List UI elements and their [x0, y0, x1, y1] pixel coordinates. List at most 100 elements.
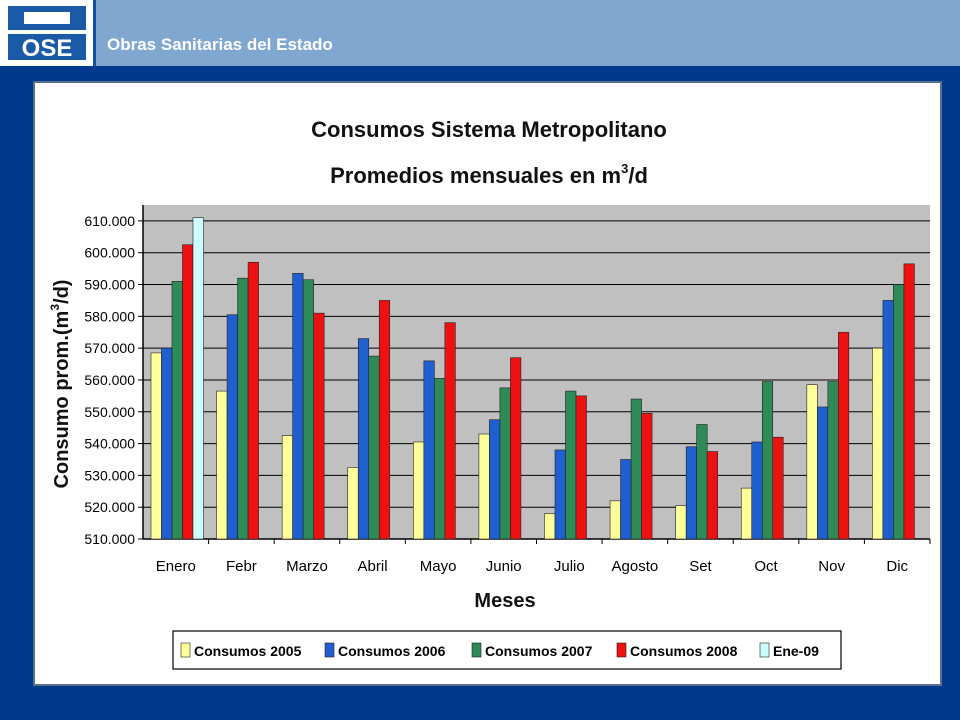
y-tick-label: 510.000 [84, 531, 135, 547]
legend-swatch [180, 642, 191, 658]
legend-swatch [471, 642, 482, 658]
bar [423, 360, 435, 540]
x-tick-label: Enero [156, 558, 196, 575]
legend-label: Consumos 2008 [630, 643, 738, 659]
bar [817, 406, 829, 540]
x-axis-label: Meses [474, 590, 535, 612]
bar [161, 347, 173, 540]
y-axis-label-superscript: 3 [48, 304, 62, 311]
legend-label: Consumos 2005 [194, 643, 302, 659]
bar [489, 419, 501, 540]
y-axis-label-text: Consumo prom.(m [51, 311, 73, 489]
y-axis-label-suffix: /d) [51, 280, 73, 304]
bar [302, 279, 314, 540]
x-tick-label: Marzo [286, 558, 328, 575]
bar [413, 441, 425, 540]
legend-label: Consumos 2007 [485, 643, 593, 659]
bar [554, 449, 566, 540]
y-tick-label: 600.000 [84, 245, 135, 261]
bar [903, 263, 915, 540]
bar [499, 387, 511, 540]
bar [565, 390, 577, 540]
x-tick-label: Agosto [612, 558, 659, 575]
y-tick-label: 580.000 [84, 308, 135, 324]
bar [575, 395, 587, 540]
y-tick-label: 540.000 [84, 436, 135, 452]
chart-frame: Consumos Sistema Metropolitano Promedios … [33, 81, 942, 686]
organization-name: Obras Sanitarias del Estado [107, 35, 333, 54]
y-tick-label: 560.000 [84, 372, 135, 388]
bar [182, 244, 194, 540]
chart-subtitle-suffix: /d [628, 163, 648, 188]
chart-subtitle: Promedios mensuales en m3/d [330, 161, 648, 188]
bar [706, 451, 718, 540]
ose-logo: OSE [0, 0, 96, 66]
bar [478, 433, 490, 540]
bar [150, 352, 162, 540]
legend-label: Consumos 2006 [338, 643, 446, 659]
legend-swatch [324, 642, 335, 658]
y-tick-label: 550.000 [84, 404, 135, 420]
bar [281, 435, 293, 540]
chart-subtitle-superscript: 3 [621, 161, 628, 176]
bar [630, 398, 642, 540]
x-tick-label: Dic [886, 558, 908, 575]
svg-text:OSE: OSE [22, 35, 73, 62]
legend-label: Ene-09 [773, 643, 819, 659]
bar [893, 284, 905, 540]
bar [216, 390, 228, 540]
x-tick-label: Oct [754, 558, 778, 575]
bar [806, 384, 818, 540]
legend-swatch [616, 642, 627, 658]
y-tick-label: 530.000 [84, 467, 135, 483]
bar [378, 300, 391, 540]
x-tick-label: Abril [358, 558, 388, 575]
bar [292, 273, 304, 540]
bar [347, 467, 359, 540]
bar [761, 381, 774, 540]
bar [247, 261, 259, 540]
bar [882, 300, 894, 540]
header-bar: OSE Obras Sanitarias del Estado [0, 0, 960, 66]
x-tick-label: Nov [818, 558, 845, 575]
bar [696, 424, 708, 540]
bar [237, 277, 249, 540]
bar [313, 312, 325, 540]
plot-area [143, 205, 930, 539]
y-tick-label: 520.000 [84, 499, 135, 515]
y-tick-label: 570.000 [84, 340, 135, 356]
bar [444, 322, 456, 540]
x-tick-label: Febr [226, 558, 257, 575]
bar [641, 413, 653, 540]
legend-box [172, 630, 842, 670]
bar [740, 487, 753, 540]
x-tick-label: Julio [554, 558, 585, 575]
bar [872, 347, 884, 540]
bar [609, 500, 621, 540]
x-tick-label: Set [689, 558, 712, 575]
x-tick-label: Junio [486, 558, 522, 575]
chart-title: Consumos Sistema Metropolitano [311, 117, 667, 142]
bar [510, 357, 522, 540]
bar [226, 314, 238, 540]
bar [827, 381, 839, 540]
y-tick-label: 590.000 [84, 277, 135, 293]
bar [434, 378, 446, 540]
x-tick-label: Mayo [420, 558, 457, 575]
bar [368, 355, 380, 540]
bar-chart: Consumos Sistema Metropolitano Promedios … [48, 117, 931, 670]
bar [751, 441, 763, 540]
y-axis-label: Consumo prom.(m3/d) [48, 280, 73, 489]
bar [192, 217, 204, 540]
bar [357, 338, 370, 540]
y-tick-label: 610.000 [84, 213, 135, 229]
chart-subtitle-text: Promedios mensuales en m [330, 163, 621, 188]
bar [171, 281, 183, 540]
bar [772, 436, 784, 540]
legend-swatch [759, 642, 770, 658]
bar [685, 446, 697, 540]
bar [838, 331, 850, 540]
bar [620, 459, 632, 540]
bar [675, 505, 687, 540]
bar [544, 513, 556, 540]
